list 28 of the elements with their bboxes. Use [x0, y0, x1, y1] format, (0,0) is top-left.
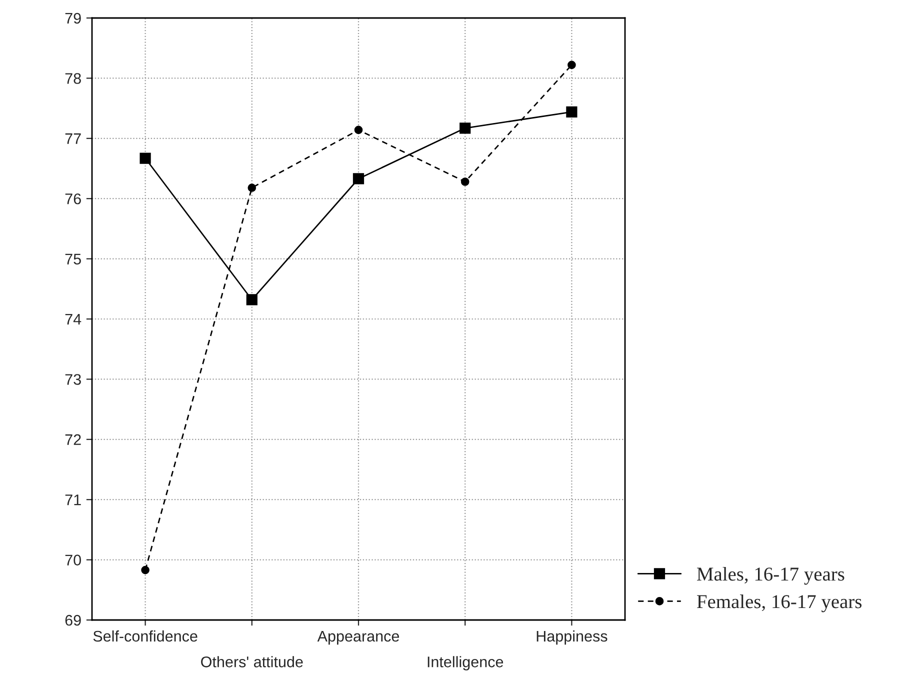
point	[248, 184, 256, 192]
y-tick-label: 75	[65, 254, 81, 264]
y-tick-label: 70	[65, 554, 81, 566]
point	[354, 126, 363, 134]
point	[246, 294, 258, 306]
x-tick-label: Intelligence	[428, 656, 504, 670]
x-tick-label: Others' attitude	[201, 656, 303, 668]
y-tick-label: 78	[65, 73, 81, 84]
y-tick-label: 73	[65, 374, 81, 385]
legend-label: Females, 16-17 years	[697, 594, 862, 612]
y-tick-label: 77	[65, 133, 81, 144]
point	[460, 122, 471, 134]
point	[141, 566, 150, 574]
y-tick-label: 69	[65, 614, 81, 626]
point	[568, 60, 576, 70]
point	[352, 173, 364, 184]
y-tick-label: 79	[65, 12, 81, 24]
y-tick-label: 76	[65, 193, 81, 204]
y-tick-label: 72	[65, 434, 81, 445]
point	[140, 152, 151, 164]
point	[566, 106, 578, 118]
legend-label: Males, 16-17 years	[697, 567, 844, 585]
y-tick-label: 71	[65, 494, 81, 506]
x-tick-label: Appearance	[317, 630, 400, 645]
point	[460, 178, 470, 186]
x-tick-label: Self-confidence	[93, 630, 198, 642]
y-tick-label: 74	[65, 314, 82, 325]
x-tick-label: Happiness	[536, 630, 608, 645]
